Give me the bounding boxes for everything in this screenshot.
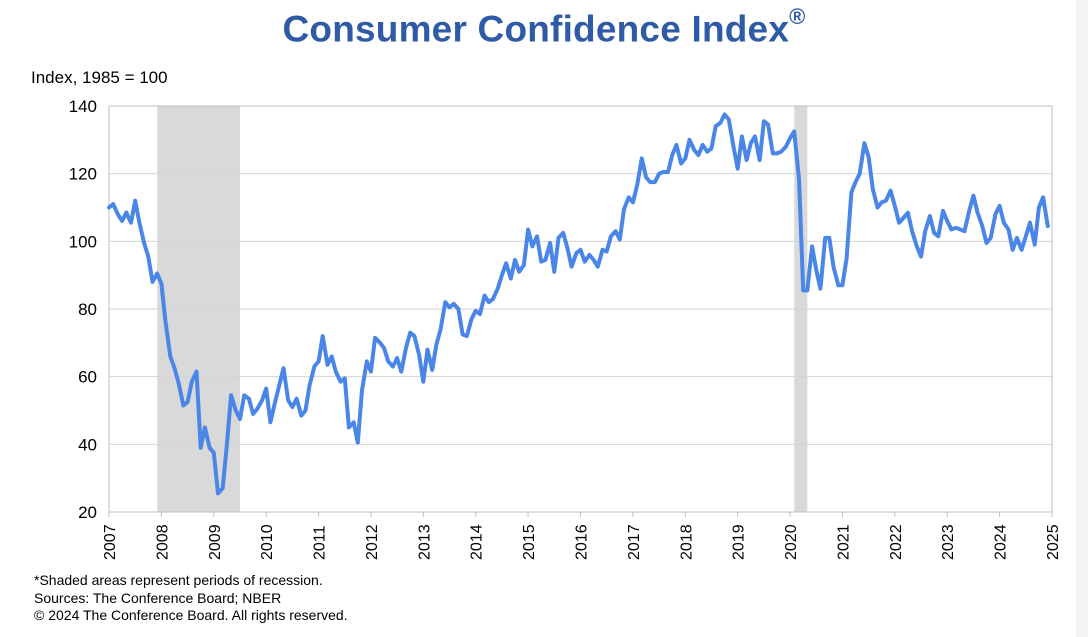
x-tick-label: 2010: [259, 524, 276, 560]
y-tick-label: 80: [78, 300, 97, 319]
footnote-sources: Sources: The Conference Board; NBER: [34, 589, 282, 606]
chart-title: Consumer Confidence Index®: [0, 4, 1088, 50]
x-tick-label: 2014: [469, 524, 486, 560]
y-tick-label: 140: [69, 97, 97, 116]
x-tick-label: 2007: [102, 524, 119, 560]
x-tick-label: 2016: [574, 524, 591, 560]
footnote-recession: *Shaded areas represent periods of reces…: [34, 572, 323, 588]
y-tick-label: 60: [78, 368, 97, 387]
x-tick-label: 2022: [888, 524, 905, 560]
x-tick-label: 2008: [154, 524, 171, 560]
x-tick-label: 2025: [1045, 524, 1062, 560]
y-tick-label: 20: [78, 503, 97, 522]
x-tick-label: 2011: [312, 525, 329, 560]
x-tick-label: 2013: [416, 524, 433, 560]
chart-footer: *Shaded areas represent periods of reces…: [34, 572, 348, 625]
registered-mark: ®: [789, 4, 806, 29]
x-tick-label: 2019: [731, 524, 748, 560]
y-axis-unit-label: Index, 1985 = 100: [31, 68, 168, 87]
gridlines: [109, 105, 1052, 513]
y-tick-label: 120: [69, 165, 97, 184]
x-tick-label: 2023: [940, 524, 957, 560]
series-line-consumer-confidence: [107, 112, 1050, 496]
x-tick-label: 2024: [993, 524, 1010, 560]
x-tick-label: 2020: [783, 524, 800, 560]
footnote-copyright: © 2024 The Conference Board. All rights …: [34, 607, 348, 623]
x-tick-label: 2018: [678, 524, 695, 560]
y-tick-label: 40: [78, 435, 97, 454]
x-tick-label: 2015: [521, 524, 538, 560]
chart-title-text: Consumer Confidence Index: [282, 8, 790, 50]
x-tick-label: 2017: [626, 524, 643, 560]
y-tick-label: 100: [69, 232, 97, 251]
x-tick-label: 2021: [835, 524, 852, 560]
x-tick-label: 2012: [364, 524, 381, 560]
y-axis-ticks: 20 40 60 80 100 120 140: [69, 97, 97, 522]
x-tick-label: 2009: [207, 524, 224, 560]
x-axis-ticks: 2007 2008 2009 2010 2011 2012 2013 2014 2015 2016…: [102, 512, 1062, 560]
right-edge: [1076, 0, 1088, 637]
